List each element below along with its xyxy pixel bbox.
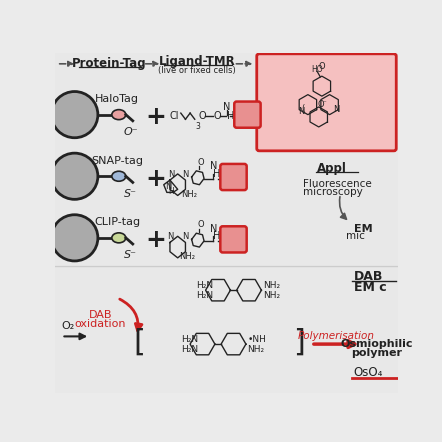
Text: CLIP-tag: CLIP-tag bbox=[94, 217, 140, 228]
Text: S⁻: S⁻ bbox=[124, 250, 137, 260]
Text: ⁻: ⁻ bbox=[323, 100, 326, 107]
Text: 3: 3 bbox=[195, 122, 200, 130]
Text: N: N bbox=[168, 232, 174, 241]
Text: DAB: DAB bbox=[88, 310, 112, 320]
Circle shape bbox=[51, 215, 98, 261]
Text: oxidation: oxidation bbox=[74, 319, 126, 329]
Text: microscopy: microscopy bbox=[303, 187, 363, 197]
Text: O: O bbox=[198, 158, 205, 167]
Text: Protein-Tag: Protein-Tag bbox=[72, 57, 147, 70]
Text: S⁻: S⁻ bbox=[124, 189, 137, 198]
Text: O⁻: O⁻ bbox=[123, 127, 138, 137]
Text: N: N bbox=[299, 107, 305, 116]
Text: EM: EM bbox=[354, 224, 372, 234]
Text: O: O bbox=[317, 100, 324, 109]
Text: [: [ bbox=[133, 327, 145, 356]
Text: HaloTag: HaloTag bbox=[95, 94, 139, 104]
Text: Osmiophilic: Osmiophilic bbox=[341, 339, 413, 349]
Text: HO: HO bbox=[311, 65, 323, 74]
Text: H: H bbox=[213, 231, 221, 241]
Text: Polymerisation: Polymerisation bbox=[297, 332, 374, 341]
FancyBboxPatch shape bbox=[55, 53, 398, 265]
Text: +: + bbox=[145, 167, 167, 191]
Text: Cl: Cl bbox=[170, 111, 179, 121]
Text: H: H bbox=[168, 187, 174, 196]
Text: +: + bbox=[145, 228, 167, 252]
Text: NH₂: NH₂ bbox=[263, 281, 280, 290]
Text: N: N bbox=[333, 105, 339, 114]
Text: H₂N: H₂N bbox=[181, 335, 198, 344]
Text: EM c: EM c bbox=[354, 281, 386, 293]
Text: NH₂: NH₂ bbox=[248, 344, 265, 354]
FancyBboxPatch shape bbox=[234, 102, 261, 128]
Text: •NH: •NH bbox=[248, 335, 267, 344]
Text: polymer: polymer bbox=[351, 348, 402, 358]
Ellipse shape bbox=[112, 110, 126, 120]
Text: N: N bbox=[210, 224, 217, 234]
Text: H₂N: H₂N bbox=[196, 281, 213, 290]
Text: H₂N: H₂N bbox=[181, 344, 198, 354]
Text: N: N bbox=[183, 232, 189, 241]
Text: H₂N: H₂N bbox=[196, 291, 213, 300]
Text: DAB: DAB bbox=[354, 270, 383, 283]
Text: H: H bbox=[227, 111, 234, 121]
Text: Fluorescence: Fluorescence bbox=[303, 179, 372, 189]
Text: ]: ] bbox=[293, 327, 305, 356]
Circle shape bbox=[51, 153, 98, 199]
Text: N: N bbox=[165, 183, 171, 191]
Text: O₂: O₂ bbox=[61, 321, 75, 332]
FancyBboxPatch shape bbox=[55, 267, 398, 393]
Text: NH₂: NH₂ bbox=[181, 190, 197, 199]
Text: O: O bbox=[319, 62, 325, 71]
Text: (live or fixed cells): (live or fixed cells) bbox=[158, 66, 236, 75]
Text: mic: mic bbox=[346, 231, 365, 241]
Text: N: N bbox=[223, 102, 230, 112]
Ellipse shape bbox=[112, 233, 126, 243]
Text: SNAP-tag: SNAP-tag bbox=[91, 156, 143, 166]
Text: O: O bbox=[213, 111, 221, 121]
Text: O: O bbox=[198, 220, 205, 229]
FancyBboxPatch shape bbox=[220, 226, 247, 252]
Circle shape bbox=[51, 91, 98, 138]
FancyBboxPatch shape bbox=[220, 164, 247, 190]
FancyBboxPatch shape bbox=[55, 267, 398, 393]
Text: NH₂: NH₂ bbox=[263, 291, 280, 300]
Text: N: N bbox=[168, 170, 175, 179]
Ellipse shape bbox=[112, 171, 126, 181]
Text: +: + bbox=[145, 105, 167, 129]
Text: Appl: Appl bbox=[317, 162, 347, 175]
Text: NH₂: NH₂ bbox=[179, 252, 195, 261]
FancyBboxPatch shape bbox=[257, 54, 396, 151]
Text: H: H bbox=[213, 169, 221, 179]
Text: N: N bbox=[210, 161, 217, 171]
Text: N: N bbox=[183, 170, 189, 179]
Text: OsO₄: OsO₄ bbox=[354, 366, 383, 379]
Text: O: O bbox=[198, 111, 206, 121]
Text: (: ( bbox=[302, 104, 305, 113]
Text: Ligand-TMR: Ligand-TMR bbox=[159, 55, 236, 68]
